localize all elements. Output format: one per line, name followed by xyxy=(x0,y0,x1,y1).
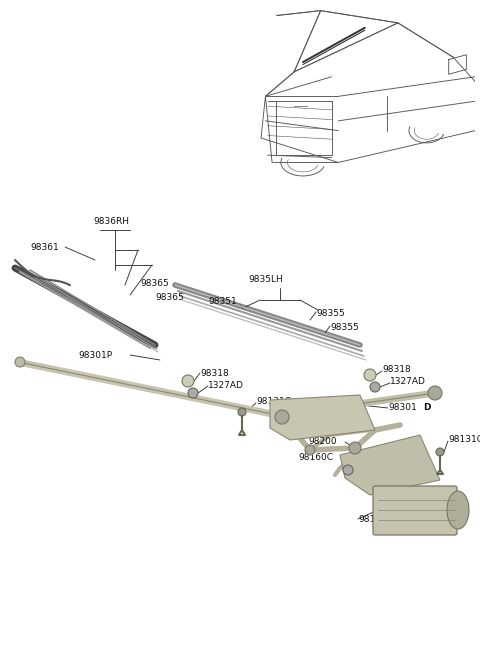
Text: 98318: 98318 xyxy=(382,365,411,375)
Circle shape xyxy=(370,382,380,392)
Text: 98301: 98301 xyxy=(388,403,417,411)
Text: 9836RH: 9836RH xyxy=(93,218,129,226)
Circle shape xyxy=(343,465,353,475)
Circle shape xyxy=(305,445,315,455)
Text: 98100: 98100 xyxy=(358,516,387,525)
Text: 98131C: 98131C xyxy=(256,398,291,407)
Text: 9835LH: 9835LH xyxy=(248,276,283,285)
Text: 98355: 98355 xyxy=(330,323,359,331)
Text: 98365: 98365 xyxy=(155,293,184,302)
Text: 98131C: 98131C xyxy=(448,436,480,445)
Text: 98318: 98318 xyxy=(200,369,229,379)
Text: D: D xyxy=(423,403,431,411)
Text: 98351: 98351 xyxy=(208,298,237,306)
Circle shape xyxy=(428,386,442,400)
Ellipse shape xyxy=(447,491,469,529)
Text: 1327AD: 1327AD xyxy=(390,377,426,386)
Polygon shape xyxy=(340,435,440,495)
Circle shape xyxy=(364,369,376,381)
Circle shape xyxy=(188,388,198,398)
Text: 98361: 98361 xyxy=(30,243,59,251)
Text: 98200: 98200 xyxy=(308,438,336,447)
Polygon shape xyxy=(270,395,375,440)
Text: 98160C: 98160C xyxy=(298,453,333,462)
Circle shape xyxy=(275,410,289,424)
Circle shape xyxy=(238,408,246,416)
Text: 98355: 98355 xyxy=(316,310,345,319)
Text: 1327AD: 1327AD xyxy=(208,382,244,390)
Circle shape xyxy=(182,375,194,387)
FancyBboxPatch shape xyxy=(373,486,457,535)
Circle shape xyxy=(15,357,25,367)
Text: 98301P: 98301P xyxy=(78,350,112,359)
Text: 98365: 98365 xyxy=(140,279,169,287)
Circle shape xyxy=(436,448,444,456)
Circle shape xyxy=(349,442,361,454)
